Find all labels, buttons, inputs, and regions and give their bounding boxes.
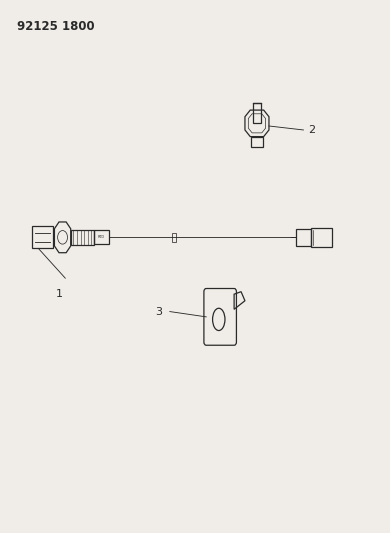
Bar <box>71 230 94 245</box>
Text: 3: 3 <box>155 306 162 317</box>
Bar <box>311 228 332 247</box>
Text: 92125 1800: 92125 1800 <box>17 20 94 33</box>
Text: 2: 2 <box>308 125 315 135</box>
Bar <box>172 232 176 242</box>
Bar <box>251 136 263 147</box>
Bar <box>253 103 261 123</box>
Bar <box>94 230 109 244</box>
Text: RTD: RTD <box>98 236 105 239</box>
Bar <box>32 226 53 248</box>
Bar <box>296 229 311 246</box>
Text: 1: 1 <box>56 289 63 299</box>
